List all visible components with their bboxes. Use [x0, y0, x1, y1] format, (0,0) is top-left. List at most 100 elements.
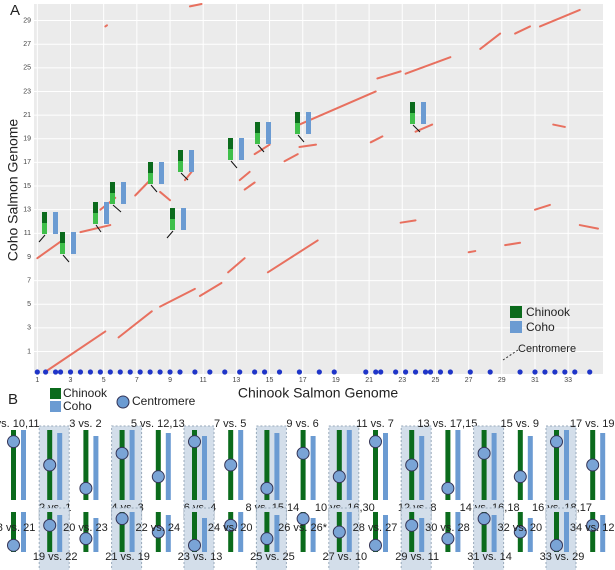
centromere-dot [67, 369, 74, 375]
centromere-dot [378, 369, 384, 375]
comparison-label: 17 vs. 19 [570, 418, 615, 430]
synteny-segment [188, 3, 203, 8]
centromere-dot [363, 369, 369, 375]
synteny-segment [198, 281, 223, 297]
centromere-dot [34, 369, 40, 375]
coho-bar [93, 436, 99, 500]
chinook-icon-part [110, 193, 115, 204]
synteny-segment [298, 143, 318, 149]
x-tick-label: 31 [531, 377, 539, 384]
synteny-segment [134, 179, 152, 197]
chinook-bar [445, 430, 451, 500]
synteny-segment [243, 181, 256, 191]
coho-icon [53, 212, 58, 234]
synteny-segment [238, 170, 251, 182]
chinook-bar [83, 512, 89, 552]
centromere-dot [252, 369, 258, 375]
centromere [550, 435, 563, 449]
x-tick-label: 5 [102, 377, 106, 384]
coho-bar [129, 512, 135, 552]
chinook-bar [83, 430, 89, 500]
centromere-dot [52, 369, 59, 375]
comparison-box [400, 425, 432, 521]
comparison-label: 27 vs. 10 [322, 551, 367, 563]
panel-label: B [8, 391, 18, 408]
legend-label: Coho [63, 399, 92, 413]
coho-icon [181, 208, 186, 230]
chinook-bar [373, 512, 378, 552]
legend-label: Chinook [526, 305, 571, 319]
comparison-label: 5 vs. 12,13 [131, 418, 185, 430]
centromere-dot [437, 369, 444, 375]
chinook-bar [373, 430, 378, 500]
comparison-box [255, 425, 287, 521]
centromere-dot [427, 369, 434, 375]
comparison-label: 28 vs. 27 [353, 522, 398, 534]
coho-bar [165, 515, 171, 552]
centromere [296, 446, 310, 460]
x-tick-label: 23 [398, 377, 406, 384]
chinook-icon-part [148, 173, 153, 184]
legend-label: Centromere [132, 394, 196, 408]
x-tick-label: 3 [69, 377, 73, 384]
comparison-label: 33 vs. 29 [540, 551, 585, 563]
coho-bar [129, 430, 135, 500]
y-tick-label: 17 [23, 159, 31, 166]
comparison-box [38, 425, 70, 521]
comparison-label: 9 vs. 6 [286, 418, 318, 430]
coho-bar [564, 430, 569, 500]
coho-bar [238, 430, 244, 500]
coho-bar [455, 512, 461, 552]
centromere [586, 458, 600, 472]
centromere [477, 512, 491, 526]
comparison-label: 29 vs. 11 [395, 551, 439, 563]
y-axis-title: Coho Salmon Genome [5, 119, 21, 262]
centromere [369, 435, 382, 449]
centromere-dot [316, 369, 322, 375]
centromere-dot [192, 369, 198, 375]
synteny-segment [227, 257, 246, 274]
centromere-dot [412, 369, 419, 375]
y-tick-label: 23 [23, 88, 31, 95]
centromere [43, 458, 57, 472]
chinook-bar [481, 430, 487, 500]
comparison-label: 21 vs. 19 [105, 551, 150, 563]
centromere-dot [517, 369, 523, 375]
synteny-segment [533, 203, 551, 211]
icon-connector [62, 254, 70, 263]
coho-bar [165, 433, 171, 500]
centromere [79, 481, 93, 495]
centromere-dot [167, 369, 173, 375]
centromere-dot [542, 369, 548, 375]
chinook-bar [590, 512, 596, 552]
centromere [477, 446, 491, 460]
coho-icon [421, 102, 426, 124]
centromere [151, 525, 165, 539]
y-tick-label: 27 [23, 41, 31, 48]
x-axis-title: Chinook Salmon Genome [238, 385, 399, 401]
centromere-dot [222, 369, 228, 375]
coho-icon [266, 122, 271, 144]
y-tick-label: 15 [23, 183, 31, 190]
comparison-label: 25 vs. 25 [250, 551, 295, 563]
coho-bar [57, 515, 63, 552]
coho-bar [202, 518, 207, 552]
synteny-segment [159, 190, 172, 202]
centromere [441, 532, 455, 546]
annotation: Centromere [518, 343, 576, 355]
chinook-icon-part [60, 243, 65, 254]
comparison-box [545, 507, 577, 570]
synteny-segment [266, 239, 319, 274]
chinook-bar [517, 430, 523, 500]
icon-connector [180, 172, 189, 181]
y-tick-label: 13 [23, 207, 31, 214]
coho-icon [121, 182, 126, 204]
x-tick-label: 27 [465, 377, 473, 384]
centromere [369, 538, 382, 552]
centromere-dot [57, 369, 64, 375]
centromere-dot [261, 369, 268, 375]
chinook-bar [192, 512, 197, 552]
centromere-dot [562, 369, 568, 375]
coho-bar [57, 433, 63, 500]
